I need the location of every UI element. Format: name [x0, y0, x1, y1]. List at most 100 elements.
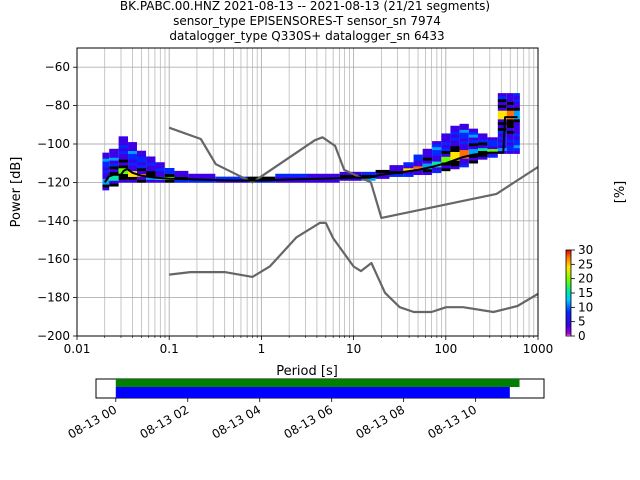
psd-density-cell — [450, 151, 460, 155]
psd-density-cell — [506, 107, 514, 111]
psd-density-cell — [339, 177, 362, 181]
psd-density-cell — [155, 173, 165, 177]
psd-density-cell — [413, 157, 423, 161]
psd-density-cell — [128, 159, 137, 163]
psd-density-cell — [174, 179, 189, 183]
psd-density-cell — [361, 177, 376, 181]
psd-density-cell — [513, 110, 520, 114]
y-tick-label: −140 — [37, 214, 70, 228]
psd-density-cell — [506, 139, 514, 143]
time-tick-label: 08-13 06 — [281, 402, 335, 441]
psd-density-cell — [450, 148, 460, 152]
psd-density-cell — [403, 165, 414, 169]
psd-density-cell — [128, 165, 137, 169]
psd-density-cell — [109, 180, 119, 184]
psd-density-cell — [478, 153, 488, 157]
psd-density-cell — [432, 141, 442, 145]
psd-density-cell — [102, 164, 110, 168]
psd-density-cell — [513, 96, 520, 100]
psd-density-cell — [102, 172, 110, 176]
y-tick-label: −200 — [37, 329, 70, 343]
psd-density-cell — [275, 173, 308, 177]
psd-density-cell — [361, 171, 376, 176]
psd-density-cell — [389, 173, 404, 177]
psd-density-cell — [136, 170, 147, 175]
coverage-time-ticks: 08-13 00 08-13 02 08-13 04 08-13 06 08-13 08… — [66, 398, 479, 442]
colorbar-tick-label: 10 — [578, 300, 593, 314]
psd-density-cell — [375, 169, 390, 174]
colorbar-tick-label: 5 — [578, 315, 586, 329]
psd-density-cell — [506, 142, 514, 146]
psd-density-cell — [128, 144, 137, 149]
psd-density-cell — [497, 130, 507, 134]
y-tick-label: −80 — [45, 99, 70, 113]
psd-density-cell — [215, 176, 248, 180]
psd-density-cell — [497, 93, 507, 97]
psd-density-cell — [174, 173, 189, 177]
psd-density-cell — [506, 121, 514, 126]
psd-density-cell — [459, 158, 469, 162]
chart-title-line-2: sensor_type EPISENSORES-T sensor_sn 7974 — [173, 14, 441, 28]
psd-density-cell — [155, 170, 165, 175]
psd-density-cell — [468, 140, 479, 144]
psd-density-cell — [468, 128, 479, 132]
y-tick-label: −160 — [37, 252, 70, 266]
psd-density-cell — [109, 163, 119, 167]
psd-density-cell — [361, 174, 376, 178]
psd-density-cell — [413, 171, 423, 176]
psd-density-cell — [413, 166, 423, 170]
psd-density-cell — [146, 170, 156, 175]
psd-density-cell — [513, 101, 520, 105]
psd-density-cell — [497, 96, 507, 100]
psd-density-cell — [128, 179, 137, 183]
psd-density-cell — [118, 179, 129, 183]
psd-density-cell — [497, 113, 507, 117]
psd-density-cell — [128, 150, 137, 154]
noise-model-low-curve — [169, 221, 538, 314]
y-tick-label: −100 — [37, 137, 70, 151]
psd-density-cell — [468, 137, 479, 141]
psd-density-cell — [513, 130, 520, 134]
psd-density-cell — [459, 126, 469, 130]
psd-density-cell — [478, 147, 488, 152]
psd-density-cell — [506, 150, 514, 154]
psd-density-cell — [506, 96, 514, 100]
psd-density-cell — [497, 98, 507, 103]
psd-density-cell — [422, 160, 433, 164]
psd-density-cell — [155, 179, 165, 183]
psd-density-cell — [441, 150, 451, 154]
psd-density-cell — [432, 146, 442, 151]
psd-density-cell — [102, 187, 110, 191]
psd-density-cell — [513, 150, 520, 154]
psd-density-cell — [506, 136, 514, 140]
psd-density-cell — [450, 143, 460, 147]
time-tick-label: 08-13 00 — [66, 402, 120, 441]
psd-density-cell — [102, 181, 110, 185]
psd-density-cell — [432, 155, 442, 159]
psd-density-cell — [450, 134, 460, 138]
psd-density-cell — [513, 104, 520, 108]
psd-density-cell — [118, 165, 129, 169]
psd-density-cell — [459, 149, 469, 153]
psd-density-cell — [441, 153, 451, 157]
psd-density-cell — [146, 173, 156, 177]
psd-density-cell — [403, 173, 414, 177]
psd-density-cell — [459, 132, 469, 136]
psd-density-cell — [413, 163, 423, 167]
psd-density-cell — [450, 131, 460, 135]
psd-density-cell — [188, 176, 216, 180]
psd-density-cell — [109, 168, 119, 173]
psd-density-cell — [468, 131, 479, 135]
x-tick-label: 0.1 — [160, 342, 179, 356]
psd-density-cell — [432, 158, 442, 162]
psd-density-cell — [506, 119, 514, 123]
psd-density-cell — [109, 171, 119, 176]
colorbar-gradient — [565, 249, 572, 337]
psd-density-cell — [441, 142, 451, 146]
psd-density-cell — [497, 136, 507, 140]
psd-density-cell — [389, 165, 404, 169]
psd-density-cell — [468, 145, 479, 150]
psd-density-cell — [118, 147, 129, 152]
